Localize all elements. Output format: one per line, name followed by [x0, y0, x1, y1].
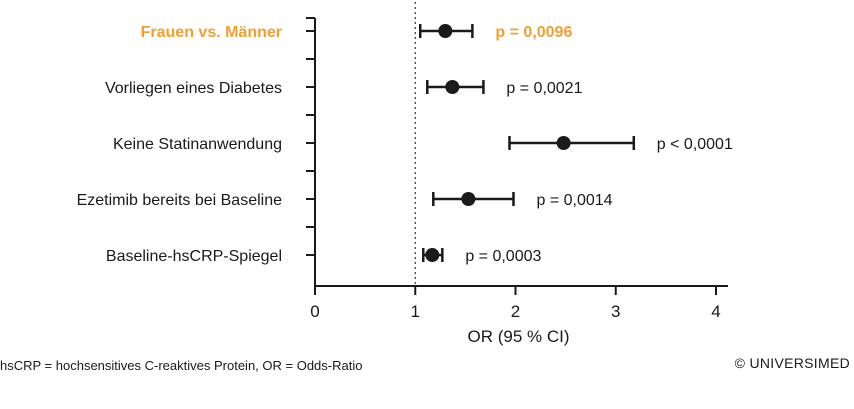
- p-value-label: p = 0,0003: [465, 248, 541, 265]
- p-value-label: p = 0,0096: [495, 24, 572, 41]
- p-value-label: p = 0,0014: [536, 192, 612, 209]
- x-tick-label: 0: [310, 302, 319, 321]
- forest-row: Keine Statinanwendung p < 0,0001: [113, 136, 733, 153]
- row-label: Frauen vs. Männer: [141, 24, 282, 41]
- forest-row: Ezetimib bereits bei Baseline p = 0,0014: [77, 192, 613, 209]
- row-label: Baseline-hsCRP-Spiegel: [106, 248, 282, 265]
- or-point: [438, 24, 453, 38]
- x-axis-label: OR (95 % CI): [467, 327, 569, 346]
- row-label: Vorliegen eines Diabetes: [105, 80, 282, 97]
- forest-plot: 0 1 2 3 4 OR (95 % CI) Frauen vs. Männer p = 0…: [77, 2, 733, 346]
- x-tick-label: 2: [511, 302, 520, 321]
- row-label: Keine Statinanwendung: [113, 136, 282, 153]
- copyright: © UNIVERSIMED: [734, 355, 850, 371]
- row-label: Ezetimib bereits bei Baseline: [77, 192, 283, 209]
- forest-row: Baseline-hsCRP-Spiegel p = 0,0003: [106, 248, 541, 265]
- or-point: [425, 248, 440, 262]
- forest-row: Vorliegen eines Diabetes p = 0,0021: [105, 80, 583, 97]
- footnote: hsCRP = hochsensitives C-reaktives Prote…: [0, 358, 363, 373]
- x-tick-label: 4: [711, 302, 720, 321]
- x-tick-label: 3: [611, 302, 620, 321]
- or-point: [556, 136, 571, 150]
- or-point: [461, 192, 476, 206]
- p-value-label: p = 0,0021: [506, 80, 582, 97]
- p-value-label: p < 0,0001: [657, 136, 733, 153]
- axes: 0 1 2 3 4 OR (95 % CI): [306, 2, 728, 346]
- forest-row: Frauen vs. Männer p = 0,0096: [141, 24, 572, 41]
- x-tick-label: 1: [411, 302, 420, 321]
- or-point: [445, 80, 460, 94]
- forest-rows: Frauen vs. Männer p = 0,0096 Vorliegen ein…: [77, 24, 733, 265]
